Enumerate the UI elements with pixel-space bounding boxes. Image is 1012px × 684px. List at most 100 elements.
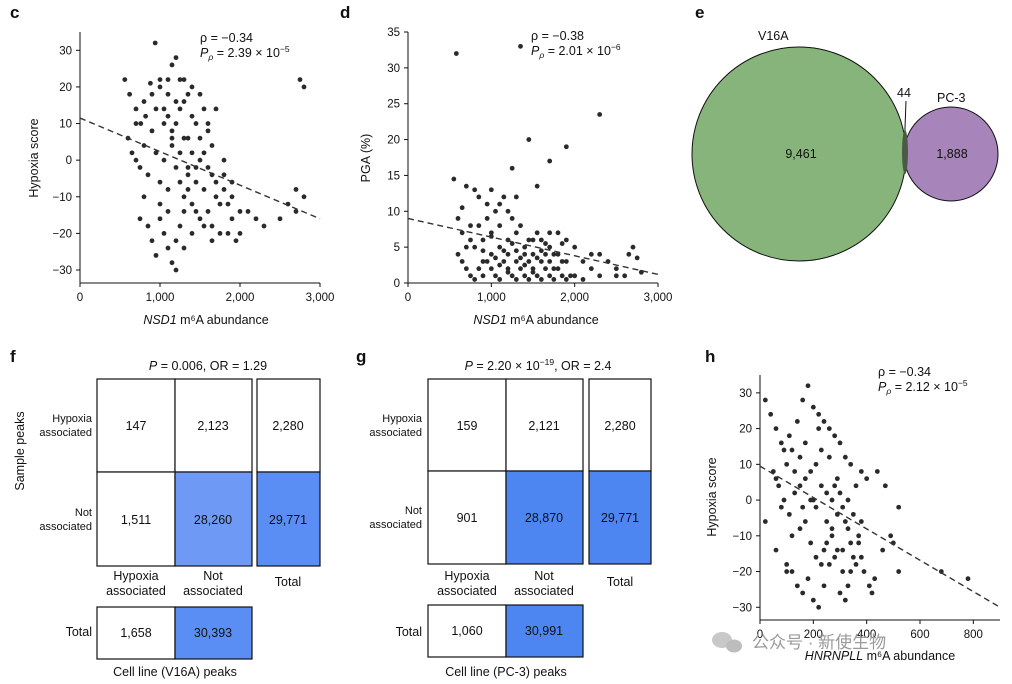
c-y-tick-label: −30 xyxy=(52,265,72,277)
d-data-point xyxy=(634,255,640,261)
c-data-point xyxy=(209,223,215,229)
c-data-point xyxy=(169,260,175,266)
c-data-point xyxy=(237,209,243,214)
g-value-r1c2: 2,121 xyxy=(528,419,559,433)
c-data-point xyxy=(205,209,211,214)
d-data-point xyxy=(630,244,636,250)
d-data-point xyxy=(551,277,557,282)
d-data-point xyxy=(518,223,523,229)
c-data-point xyxy=(201,223,207,229)
d-data-point xyxy=(538,248,544,254)
d-data-point xyxy=(530,266,536,272)
d-data-point xyxy=(472,187,478,193)
g-col-label-1b: associated xyxy=(437,584,497,598)
d-data-point xyxy=(597,112,603,117)
h-data-point xyxy=(792,469,798,474)
h-data-point xyxy=(896,504,902,510)
h-data-point xyxy=(864,476,870,482)
g-row-label-1a: Hypoxia xyxy=(382,413,423,425)
h-data-point xyxy=(768,411,774,417)
d-data-point xyxy=(547,244,553,250)
d-data-point xyxy=(538,237,544,243)
d-data-point xyxy=(597,251,603,257)
d-data-point xyxy=(472,277,478,282)
c-data-point xyxy=(193,121,199,126)
panel-g: g P = 2.20 × 10−19, OR = 2.4 Hypoxia ass… xyxy=(356,347,652,679)
h-data-point xyxy=(850,554,856,560)
c-data-point xyxy=(189,113,195,119)
c-data-point xyxy=(301,84,307,90)
scatter-c: 0 1,000 2,000 3,000 −30 −20 −10 0 10 20 30 xyxy=(52,32,334,304)
d-data-point xyxy=(505,266,511,272)
h-data-point xyxy=(800,397,806,403)
c-p-exp: −5 xyxy=(280,44,290,54)
h-data-point xyxy=(797,454,803,460)
d-data-point xyxy=(559,241,565,246)
f-total-cell-1 xyxy=(96,606,176,660)
c-y-tick-label: 10 xyxy=(59,119,72,131)
d-data-point xyxy=(455,251,461,257)
g-value-r2c2: 28,870 xyxy=(525,511,563,525)
h-data-point xyxy=(824,540,830,546)
c-data-point xyxy=(225,201,231,207)
h-y-tick-label: −20 xyxy=(732,567,752,579)
c-data-point xyxy=(148,80,153,86)
d-data-point xyxy=(497,262,503,268)
c-data-point xyxy=(189,230,195,236)
f-cell-r2c2 xyxy=(174,471,253,567)
c-data-point xyxy=(177,150,183,156)
d-data-point xyxy=(509,241,515,246)
c-data-point xyxy=(169,128,175,134)
h-data-point xyxy=(821,583,827,589)
d-data-point xyxy=(530,269,536,275)
d-trend-line xyxy=(407,217,659,276)
c-data-point xyxy=(277,216,283,222)
d-data-point xyxy=(501,194,507,200)
h-y-tick-label: −30 xyxy=(732,602,752,614)
c-data-point xyxy=(173,99,179,104)
panel-f: f P = 0.006, OR = 1.29 Sample peaks Hypo… xyxy=(10,347,321,679)
h-data-point xyxy=(824,490,830,496)
c-data-point xyxy=(145,223,151,229)
c-data-point xyxy=(185,91,191,97)
scatter-h: 0 200 400 600 800 −30 −20 −10 0 10 20 30 xyxy=(732,375,1001,641)
c-data-point xyxy=(161,157,167,163)
h-data-point xyxy=(781,447,787,453)
d-p-stat: Pρ = 2.01 × 10−6 xyxy=(531,42,621,60)
c-data-point xyxy=(149,128,155,134)
d-data-point xyxy=(534,183,540,189)
h-data-point xyxy=(789,447,795,453)
h-data-point xyxy=(840,569,846,574)
c-data-point xyxy=(169,135,175,141)
h-data-point xyxy=(802,476,808,482)
f-value-r2c1: 1,511 xyxy=(121,513,151,527)
c-x-rest: m⁶A abundance xyxy=(177,313,269,327)
f-col-label-1a: Hypoxia xyxy=(113,569,158,583)
d-data-point xyxy=(488,230,494,236)
d-data-point xyxy=(518,266,523,272)
h-data-point xyxy=(832,433,838,439)
c-data-point xyxy=(245,209,251,214)
c-y-tick-label: 0 xyxy=(66,155,72,167)
d-x-gene: NSD1 xyxy=(473,313,506,327)
d-data-point xyxy=(563,144,569,150)
h-y-tick-label: −10 xyxy=(732,531,752,543)
h-data-point xyxy=(818,561,824,567)
d-y-tick-label: 0 xyxy=(394,278,400,290)
c-data-point xyxy=(133,157,139,163)
h-data-point xyxy=(840,504,846,510)
f-col-label-2b: associated xyxy=(183,584,243,598)
c-data-point xyxy=(217,201,223,207)
c-y-tick-label: −20 xyxy=(52,228,72,240)
h-data-point xyxy=(784,561,790,567)
c-x-tick-label: 2,000 xyxy=(226,292,255,304)
g-row-label-2b: associated xyxy=(369,519,422,531)
d-data-point xyxy=(451,176,457,182)
d-data-point xyxy=(484,201,490,207)
d-data-point xyxy=(513,194,519,200)
d-data-point xyxy=(588,251,594,257)
h-data-point xyxy=(850,511,856,517)
h-x-axis-label: HNRNPLL m⁶A abundance xyxy=(805,649,955,663)
c-data-point xyxy=(209,143,215,148)
c-data-point xyxy=(122,77,128,83)
